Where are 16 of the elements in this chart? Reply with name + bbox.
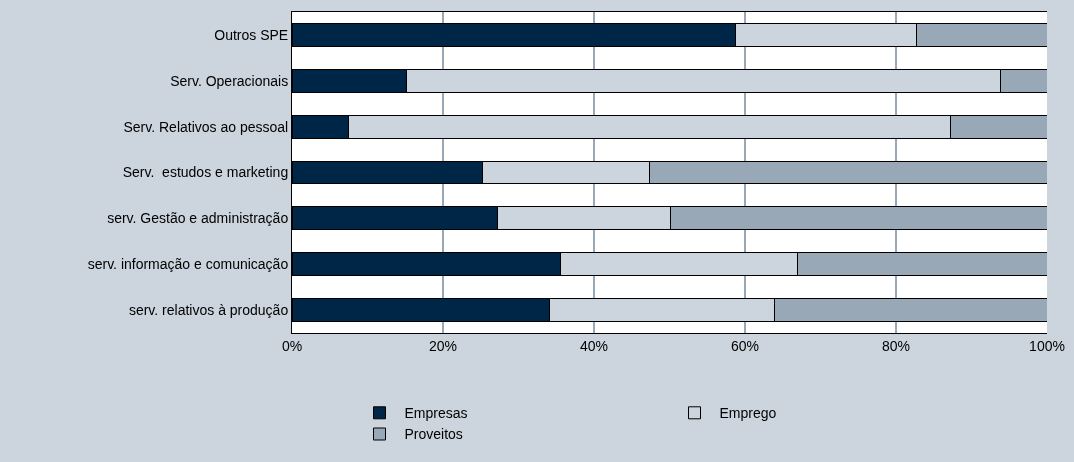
x-tick-label: 20% (428, 337, 458, 354)
x-tick-label: 40% (579, 337, 609, 354)
legend-label: Empresas (404, 405, 468, 422)
y-tick-label: Serv. Relativos ao pessoal (123, 118, 289, 135)
y-tick-label: serv. Gestão e administração (107, 210, 289, 227)
y-tick-label: serv. informação e comunicação (87, 256, 289, 273)
legend-label: Emprego (719, 405, 777, 422)
x-tick-label: 80% (881, 337, 911, 354)
x-tick-label: 60% (730, 337, 760, 354)
y-tick-label: Outros SPE (214, 26, 289, 43)
y-tick-label: Serv. estudos e marketing (122, 164, 289, 181)
x-tick-label: 0% (281, 337, 303, 354)
x-tick-label: 100% (1029, 337, 1065, 354)
legend-label: Proveitos (404, 426, 463, 443)
y-tick-label: serv. relativos à produção (128, 301, 289, 318)
y-tick-label: Serv. Operacionais (170, 72, 289, 89)
